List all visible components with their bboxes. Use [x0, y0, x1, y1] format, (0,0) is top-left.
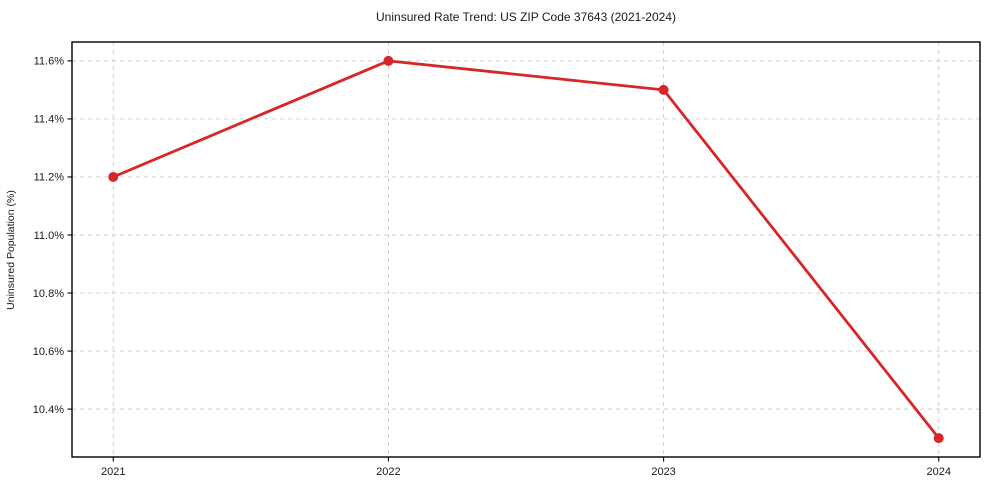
x-tick-label: 2024	[926, 466, 950, 478]
gridlines	[72, 42, 980, 457]
y-tick-label: 11.2%	[34, 172, 65, 184]
data-point	[108, 171, 119, 182]
y-axis-label: Uninsured Population (%)	[5, 190, 17, 310]
y-tick-label: 11.6%	[34, 56, 65, 68]
plot-border	[71, 41, 981, 458]
data-point	[658, 84, 669, 95]
data-series	[108, 55, 944, 444]
axis-ticks: 10.4% 10.6% 10.8% 11.0% 11.2% 11.4% 11.6% 2021 2…	[33, 56, 951, 478]
y-tick-label: 10.4%	[33, 404, 64, 416]
x-tick-label: 2023	[651, 466, 675, 478]
x-tick-label: 2021	[101, 466, 125, 478]
y-tick-label: 10.8%	[33, 288, 64, 300]
x-tick-label: 2022	[376, 466, 400, 478]
chart-title: Uninsured Rate Trend: US ZIP Code 37643 …	[376, 10, 676, 24]
data-point	[383, 55, 394, 66]
y-tick-label: 10.6%	[33, 346, 64, 358]
trend-line	[111, 59, 941, 440]
y-tick-label: 11.4%	[34, 114, 65, 126]
data-point	[933, 433, 944, 444]
y-tick-label: 11.0%	[34, 230, 65, 242]
